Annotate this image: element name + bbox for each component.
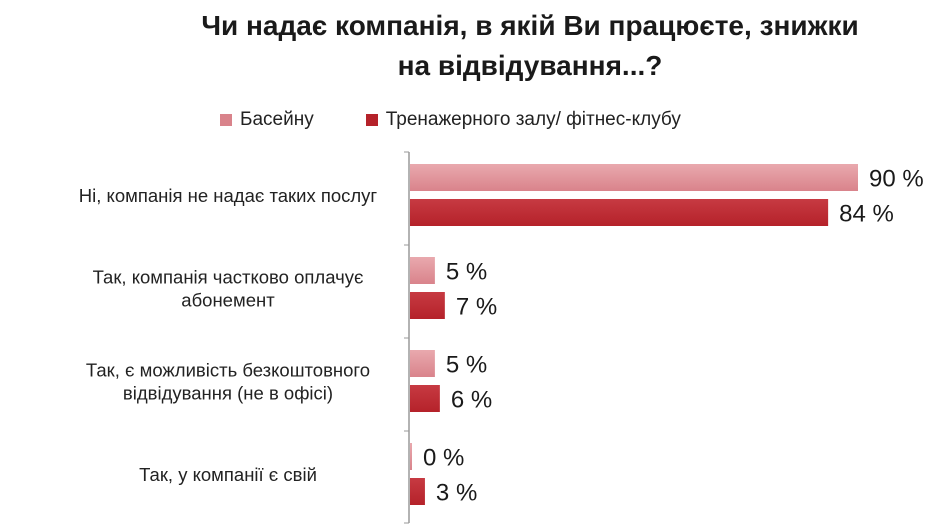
data-label-pool: 90 % <box>869 166 924 193</box>
category-label: Так, у компанії є свій <box>139 464 317 485</box>
category-label: Так, компанія частково оплачує <box>93 267 364 288</box>
data-label-gym: 6 % <box>451 387 492 414</box>
category-label: Так, є можливість безкоштовного <box>86 360 370 381</box>
legend-item-gym: Тренажерного залу/ фітнес-клубу <box>365 109 681 131</box>
bar-gym <box>410 478 425 505</box>
data-label-pool: 5 % <box>446 352 487 379</box>
legend-swatch-gym <box>365 114 378 126</box>
data-label-gym: 3 % <box>436 480 477 507</box>
category-label: відвідування (не в офісі) <box>123 383 333 404</box>
legend-swatch-pool <box>220 114 232 126</box>
bar-gym <box>410 385 440 412</box>
bar-pool <box>410 257 435 284</box>
chart-title: Чи надає компанія, в якій Ви працюєте, з… <box>150 6 910 86</box>
legend-item-pool: Басейну <box>220 109 314 131</box>
data-label-pool: 5 % <box>446 259 487 286</box>
legend-label-pool: Басейну <box>240 109 314 130</box>
legend-label-gym: Тренажерного залу/ фітнес-клубу <box>385 109 681 130</box>
category-label: Ні, компанія не надає таких послуг <box>79 185 378 206</box>
bar-gym <box>410 292 445 319</box>
chart-title-line-1: Чи надає компанія, в якій Ви працюєте, з… <box>201 10 859 41</box>
bar-pool <box>410 350 435 377</box>
bar-pool <box>410 443 412 470</box>
chart-title-line-2: на відвідування...? <box>397 50 663 81</box>
bar-gym <box>410 199 829 226</box>
data-label-gym: 7 % <box>456 294 497 321</box>
chart-legend: Басейну Тренажерного залу/ фітнес-клубу <box>220 108 733 132</box>
data-label-gym: 84 % <box>839 201 894 228</box>
bar-pool <box>410 164 858 191</box>
category-label: абонемент <box>181 290 275 311</box>
data-label-pool: 0 % <box>423 445 464 472</box>
